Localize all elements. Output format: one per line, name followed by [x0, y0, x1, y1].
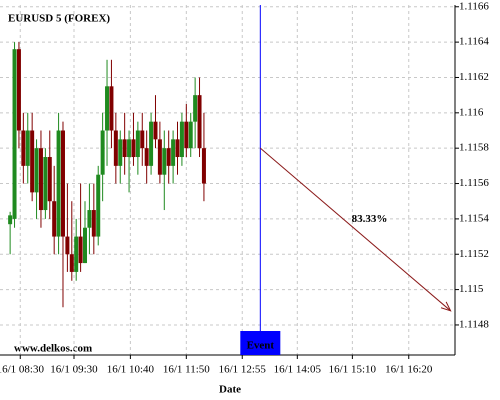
candle-body	[8, 215, 13, 225]
x-tick-label: 16/1 16:20	[385, 364, 433, 376]
candle-body	[140, 130, 145, 149]
candle-body	[201, 148, 206, 184]
forecast-arrow	[259, 147, 451, 312]
x-tick-label: 16/1 14:05	[274, 364, 322, 376]
chart-title: EURUSD 5 (FOREX)	[8, 13, 110, 25]
y-tick-label: 1.1158	[459, 142, 489, 154]
candle-body	[47, 157, 52, 202]
y-tick-label: 1.1152	[459, 248, 489, 260]
candle-body	[25, 130, 30, 166]
candle-body	[78, 236, 83, 264]
x-tick-label: 16/1 08:30	[0, 364, 44, 376]
y-tick-label: 1.1162	[459, 71, 489, 83]
x-tick-label: 16/1 11:50	[163, 364, 210, 376]
candle-body	[166, 148, 171, 166]
candle-body	[74, 236, 79, 272]
candle-body	[162, 148, 167, 175]
x-tick-label: 16/1 09:30	[50, 364, 98, 376]
candle-body	[118, 139, 123, 166]
candle-body	[21, 130, 26, 166]
candle-body	[69, 254, 74, 272]
candle-body	[30, 130, 35, 193]
candle-body	[197, 95, 202, 149]
candle-body	[87, 210, 92, 228]
candle-body	[184, 121, 189, 149]
candle-body	[179, 121, 184, 158]
candle-body	[149, 121, 154, 166]
candle-body	[157, 139, 162, 175]
x-axis-label: Date	[219, 384, 241, 396]
candle-body	[16, 49, 21, 131]
candle-body	[193, 95, 198, 122]
candle-body	[135, 130, 140, 158]
x-tick-label: 16/1 12:55	[219, 364, 267, 376]
forecast-label: 83.33%	[352, 213, 388, 225]
y-tick-label: 1.1148	[459, 318, 489, 330]
candle-body	[96, 174, 101, 237]
candle-body	[100, 130, 105, 175]
x-tick-label: 16/1 10:40	[107, 364, 155, 376]
arrow-head	[440, 301, 452, 312]
y-tick-label: 1.1156	[459, 177, 489, 189]
y-tick-label: 1.115	[459, 283, 484, 295]
event-box	[240, 331, 281, 355]
y-tick-label: 1.116	[459, 106, 484, 118]
candle-body	[127, 139, 132, 158]
candle-body	[38, 148, 43, 211]
candle-body	[65, 236, 70, 255]
candle-body	[12, 49, 17, 219]
candle-body	[105, 86, 110, 131]
candle-body	[113, 130, 118, 166]
candle-body	[122, 139, 127, 158]
candle-body	[91, 210, 96, 237]
event-label: Event	[247, 340, 275, 352]
candle-body	[171, 139, 176, 166]
candle-body	[56, 130, 61, 237]
candle-body	[131, 139, 136, 158]
watermark: www.delkos.com	[14, 343, 92, 355]
candle-body	[52, 201, 57, 237]
candle-body	[109, 86, 114, 131]
candle-body	[153, 121, 158, 140]
candle-body	[175, 139, 180, 158]
candle-body	[34, 148, 39, 193]
candle-body	[188, 121, 193, 149]
candle-body	[60, 130, 65, 237]
candle-body	[43, 157, 48, 211]
x-tick-label: 16/1 15:10	[329, 364, 377, 376]
y-tick-label: 1.1154	[459, 212, 489, 224]
candle-body	[83, 227, 88, 264]
y-tick-label: 1.1164	[459, 36, 489, 48]
candle-body	[144, 148, 149, 166]
y-tick-label: 1.1166	[459, 0, 489, 12]
